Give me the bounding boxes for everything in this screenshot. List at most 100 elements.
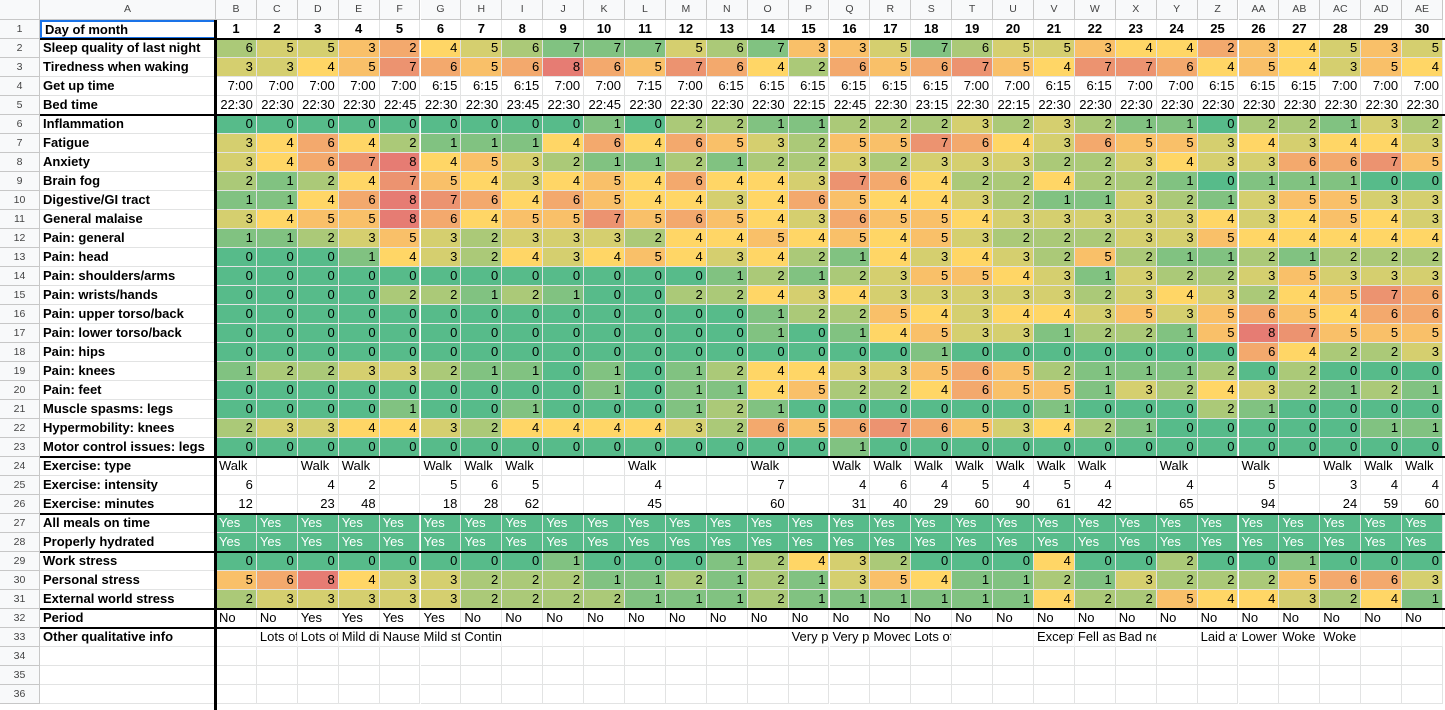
data-cell[interactable]: [584, 476, 625, 495]
data-cell[interactable]: No: [747, 609, 789, 628]
data-cell[interactable]: 2: [502, 590, 544, 609]
row-header-12[interactable]: 12: [0, 229, 40, 248]
empty-cell[interactable]: [665, 647, 707, 666]
data-cell[interactable]: 0: [216, 400, 257, 419]
data-cell[interactable]: Walk: [952, 457, 994, 476]
data-cell[interactable]: 4: [1279, 286, 1321, 305]
data-cell[interactable]: 1: [461, 286, 503, 305]
data-cell[interactable]: 6: [665, 210, 707, 229]
data-cell[interactable]: 0: [1115, 343, 1157, 362]
row-header-10[interactable]: 10: [0, 191, 40, 210]
row-header-17[interactable]: 17: [0, 324, 40, 343]
data-cell[interactable]: Yes: [1402, 533, 1443, 552]
data-cell[interactable]: 2: [1156, 191, 1198, 210]
column-header-I[interactable]: I: [502, 0, 544, 20]
data-cell[interactable]: 1: [993, 571, 1034, 590]
data-cell[interactable]: Fell asl: [1074, 628, 1116, 647]
data-cell[interactable]: 3: [993, 286, 1034, 305]
data-cell[interactable]: 5: [1034, 381, 1075, 400]
data-cell[interactable]: 7: [747, 476, 789, 495]
data-cell[interactable]: 8: [297, 571, 339, 590]
empty-cell[interactable]: [338, 647, 380, 666]
data-cell[interactable]: Yes: [1034, 514, 1075, 533]
data-cell[interactable]: 0: [911, 552, 953, 571]
data-cell[interactable]: 7: [420, 191, 462, 210]
data-cell[interactable]: 5: [1115, 305, 1157, 324]
data-cell[interactable]: 4: [952, 210, 994, 229]
column-header-F[interactable]: F: [379, 0, 421, 20]
row-header-29[interactable]: 29: [0, 552, 40, 571]
data-cell[interactable]: 5: [870, 39, 912, 58]
column-header-AD[interactable]: AD: [1361, 0, 1403, 20]
data-cell[interactable]: 3: [1115, 191, 1157, 210]
row-header-11[interactable]: 11: [0, 210, 40, 229]
data-cell[interactable]: Yes: [256, 533, 298, 552]
empty-cell[interactable]: [1197, 647, 1239, 666]
data-cell[interactable]: 90: [993, 495, 1034, 514]
data-cell[interactable]: [665, 476, 707, 495]
data-cell[interactable]: 0: [256, 324, 298, 343]
data-cell[interactable]: 5: [870, 58, 912, 77]
data-cell[interactable]: 3: [1034, 115, 1075, 134]
data-cell[interactable]: 2: [829, 267, 871, 286]
data-cell[interactable]: 1: [256, 172, 298, 191]
data-cell[interactable]: 5: [829, 191, 871, 210]
data-cell[interactable]: No: [1197, 609, 1239, 628]
data-cell[interactable]: Yes: [1115, 514, 1157, 533]
data-cell[interactable]: Yes: [952, 533, 994, 552]
data-cell[interactable]: 5: [1197, 229, 1239, 248]
data-cell[interactable]: 3: [1238, 267, 1280, 286]
data-cell[interactable]: 4: [747, 172, 789, 191]
column-header-C[interactable]: C: [256, 0, 298, 20]
empty-cell[interactable]: [1402, 685, 1443, 704]
data-cell[interactable]: 4: [625, 476, 666, 495]
data-cell[interactable]: 5: [584, 191, 625, 210]
data-cell[interactable]: 5: [829, 229, 871, 248]
data-cell[interactable]: 0: [216, 248, 257, 267]
row-header-8[interactable]: 8: [0, 153, 40, 172]
data-cell[interactable]: 4: [706, 229, 748, 248]
data-cell[interactable]: Yes: [993, 514, 1034, 533]
data-cell[interactable]: 7:00: [338, 77, 380, 96]
column-header-Y[interactable]: Y: [1156, 0, 1198, 20]
row-header-22[interactable]: 22: [0, 419, 40, 438]
row-label[interactable]: Properly hydrated: [40, 533, 216, 552]
data-cell[interactable]: 0: [1279, 438, 1321, 457]
data-cell[interactable]: 22:30: [952, 96, 994, 115]
data-cell[interactable]: 6: [829, 419, 871, 438]
data-cell[interactable]: 5: [379, 229, 421, 248]
column-header-L[interactable]: L: [625, 0, 666, 20]
data-cell[interactable]: 22:30: [1156, 96, 1198, 115]
data-cell[interactable]: 4: [1197, 58, 1239, 77]
data-cell[interactable]: 0: [420, 305, 462, 324]
data-cell[interactable]: 4: [338, 134, 380, 153]
data-cell[interactable]: 2: [1361, 343, 1403, 362]
cell-day-header[interactable]: 25: [1197, 20, 1239, 39]
data-cell[interactable]: Walk: [829, 457, 871, 476]
data-cell[interactable]: 6: [1361, 571, 1403, 590]
data-cell[interactable]: 6: [543, 191, 585, 210]
empty-cell[interactable]: [993, 647, 1034, 666]
data-cell[interactable]: 0: [461, 343, 503, 362]
empty-cell[interactable]: [40, 685, 216, 704]
data-cell[interactable]: 3: [993, 248, 1034, 267]
data-cell[interactable]: 4: [911, 381, 953, 400]
data-cell[interactable]: 3: [420, 590, 462, 609]
data-cell[interactable]: 7:15: [625, 77, 666, 96]
data-cell[interactable]: 2: [829, 305, 871, 324]
data-cell[interactable]: 22:30: [543, 96, 585, 115]
data-cell[interactable]: 3: [1074, 210, 1116, 229]
data-cell[interactable]: 23:45: [502, 96, 544, 115]
data-cell[interactable]: 3: [216, 210, 257, 229]
data-cell[interactable]: 3: [870, 362, 912, 381]
data-cell[interactable]: Yes: [216, 533, 257, 552]
data-cell[interactable]: 0: [584, 343, 625, 362]
data-cell[interactable]: [1115, 495, 1157, 514]
data-cell[interactable]: 4: [338, 419, 380, 438]
empty-cell[interactable]: [379, 647, 421, 666]
data-cell[interactable]: 3: [379, 590, 421, 609]
data-cell[interactable]: Yes: [502, 514, 544, 533]
data-cell[interactable]: 1: [706, 571, 748, 590]
data-cell[interactable]: 2: [625, 229, 666, 248]
data-cell[interactable]: 3: [1320, 476, 1362, 495]
